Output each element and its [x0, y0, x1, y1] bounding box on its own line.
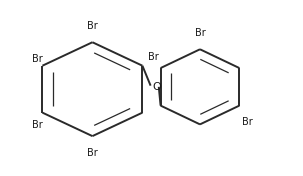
Text: Br: Br — [195, 28, 205, 37]
Text: O: O — [152, 82, 161, 92]
Text: Br: Br — [242, 117, 253, 127]
Text: Br: Br — [87, 148, 98, 158]
Text: Br: Br — [32, 54, 42, 64]
Text: Br: Br — [32, 120, 42, 130]
Text: Br: Br — [148, 52, 159, 62]
Text: Br: Br — [87, 21, 98, 30]
